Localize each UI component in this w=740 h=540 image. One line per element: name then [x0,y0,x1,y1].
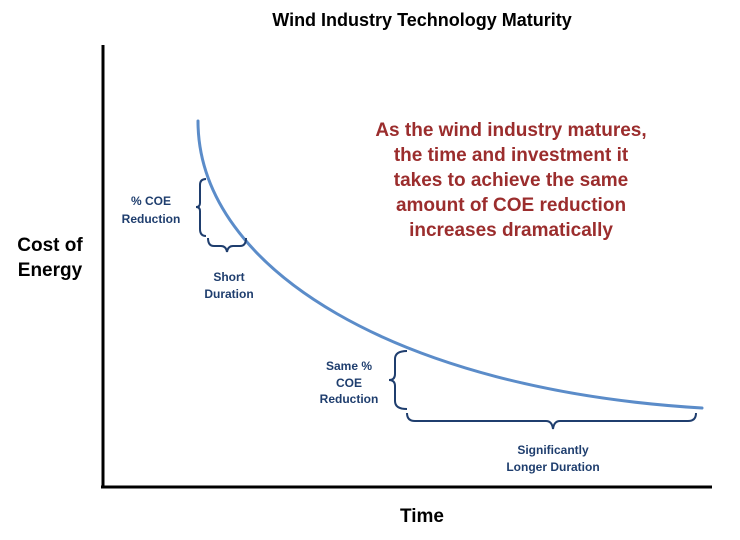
headline-line-4: amount of COE reduction [396,195,626,216]
early-duration-bracket [207,237,247,253]
early-duration-label-line-2: Duration [204,287,253,301]
chart-title: Wind Industry Technology Maturity [272,10,572,30]
headline-line-3: takes to achieve the same [394,170,628,191]
early-reduction-bracket [195,178,207,237]
headline-line-5: increases dramatically [409,220,613,241]
headline-text: As the wind industry matures, the time a… [375,120,646,241]
late-reduction-label-line-3: Reduction [320,392,379,406]
y-axis-label-line-2: Energy [18,260,83,281]
x-axis-label: Time [400,506,444,527]
headline-line-2: the time and investment it [394,145,629,166]
early-reduction-label-line-1: % COE [131,194,171,208]
headline-line-1: As the wind industry matures, [375,120,646,141]
cost-decay-curve [196,119,704,410]
late-reduction-label-line-2: COE [336,376,362,390]
late-duration-bracket [406,412,697,430]
early-duration-label-line-1: Short [213,270,244,284]
late-reduction-bracket [388,350,408,410]
y-axis-label-line-1: Cost of [17,235,83,256]
late-reduction-label-line-1: Same % [326,359,372,373]
late-duration-label-line-2: Longer Duration [506,460,599,474]
late-duration-label-line-1: Significantly [517,443,589,457]
early-reduction-label-line-2: Reduction [122,212,181,226]
